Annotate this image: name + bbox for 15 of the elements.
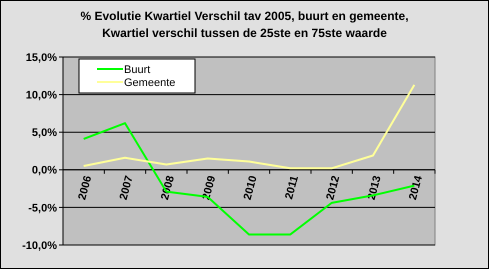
x-tick-label: 2014 <box>407 174 426 202</box>
x-tick-label: 2012 <box>324 174 342 202</box>
x-tick-label: 2010 <box>242 174 260 202</box>
y-tick-label: 5,0% <box>32 127 58 140</box>
x-tick-label: 2011 <box>283 174 301 201</box>
y-tick-label: -5,0% <box>28 202 58 214</box>
chart-title: % Evolutie Kwartiel Verschil tav 2005, buurt en gemeente, Kwartiel verschil tussen de 25ste en 75ste waarde <box>80 9 409 40</box>
legend-label: Gemeente <box>124 76 176 89</box>
y-tick-label: -10,0% <box>22 240 58 252</box>
y-tick-label: 10,0% <box>26 89 58 102</box>
legend-label: Buurt <box>124 64 150 76</box>
x-tick-label: 2007 <box>118 174 136 202</box>
x-tick-label: 2006 <box>76 174 94 202</box>
y-tick-label: 15,0% <box>26 52 58 64</box>
y-tick-label: 0,0% <box>32 164 58 177</box>
